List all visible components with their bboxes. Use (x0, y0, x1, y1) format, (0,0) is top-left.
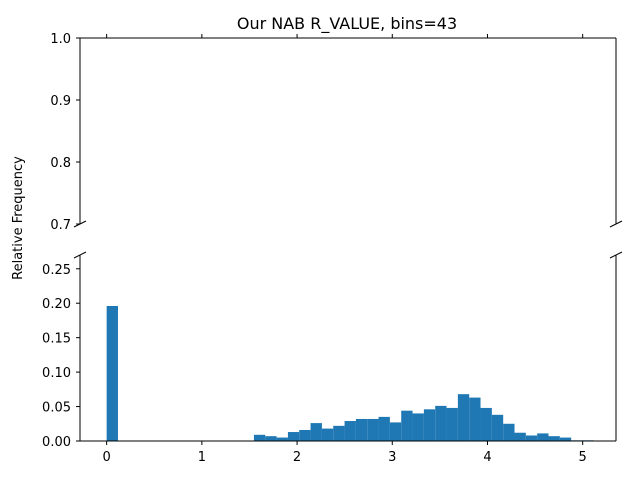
histogram-bar (537, 433, 549, 441)
histogram-bar (276, 437, 288, 441)
y-tick-label: 0.15 (42, 332, 71, 347)
histogram-bar (469, 397, 481, 441)
histogram-bar (503, 423, 515, 441)
histogram-bar (412, 413, 424, 441)
histogram-bar (423, 409, 436, 441)
break-mark-top-right (609, 220, 623, 228)
break-mark-top-left (73, 220, 87, 228)
histogram-bar (378, 416, 390, 441)
y-tick-label: 0.25 (42, 263, 71, 278)
histogram-bars (106, 305, 594, 441)
y-tick-label: 0.00 (42, 435, 71, 450)
histogram-bar (548, 436, 560, 441)
x-tick-label: 0 (103, 450, 111, 465)
histogram-bar (253, 434, 266, 441)
break-mark-bottom-left (73, 251, 87, 259)
axis-break-marks (73, 220, 623, 259)
x-tick-label: 3 (388, 450, 396, 465)
top-x-ticks (106, 34, 584, 38)
y-tick-label: 1.0 (50, 32, 71, 47)
histogram-bar (344, 421, 356, 441)
y-tick-label: 0.10 (42, 366, 71, 381)
chart-title: Our NAB R_VALUE, bins=43 (237, 14, 457, 34)
histogram-bar (491, 414, 504, 441)
histogram-bar (333, 425, 345, 441)
histogram-bar (525, 435, 538, 441)
y-tick-label: 0.20 (42, 297, 71, 312)
histogram-bar (457, 394, 470, 441)
x-tick-label: 2 (293, 450, 301, 465)
histogram-bar (367, 418, 379, 441)
bottom-y-ticks: 0.00 0.05 0.10 0.15 0.20 0.25 (42, 263, 80, 450)
histogram-bar (310, 423, 322, 441)
histogram-bar (106, 305, 118, 441)
y-tick-label: 0.05 (42, 401, 71, 416)
y-tick-label: 0.8 (50, 156, 71, 171)
x-tick-label: 4 (483, 450, 491, 465)
y-tick-label: 0.9 (50, 94, 71, 109)
histogram-bar (480, 407, 492, 441)
histogram-bar (299, 429, 311, 441)
histogram-bar (559, 437, 572, 441)
bottom-x-ticks: 0 1 2 3 4 5 (103, 441, 587, 465)
histogram-bar (321, 428, 334, 441)
bottom-panel: 0.00 0.05 0.10 0.15 0.20 0.25 0 1 2 3 4 5 (42, 255, 617, 465)
histogram-bar (265, 436, 277, 441)
break-mark-bottom-right (609, 251, 623, 259)
histogram-bar (446, 407, 458, 441)
y-tick-label: 0.7 (50, 218, 71, 233)
histogram-bar (355, 418, 368, 441)
x-tick-label: 1 (198, 450, 206, 465)
y-axis-label: Relative Frequency (11, 156, 26, 280)
histogram-bar (435, 405, 447, 441)
top-y-ticks: 0.7 0.8 0.9 1.0 (50, 32, 80, 233)
x-tick-label: 5 (579, 450, 587, 465)
top-panel: 0.7 0.8 0.9 1.0 (50, 32, 617, 233)
histogram-bar (514, 432, 526, 441)
histogram-bar (389, 422, 402, 441)
histogram-bar (287, 432, 300, 441)
histogram-bar (401, 410, 413, 441)
